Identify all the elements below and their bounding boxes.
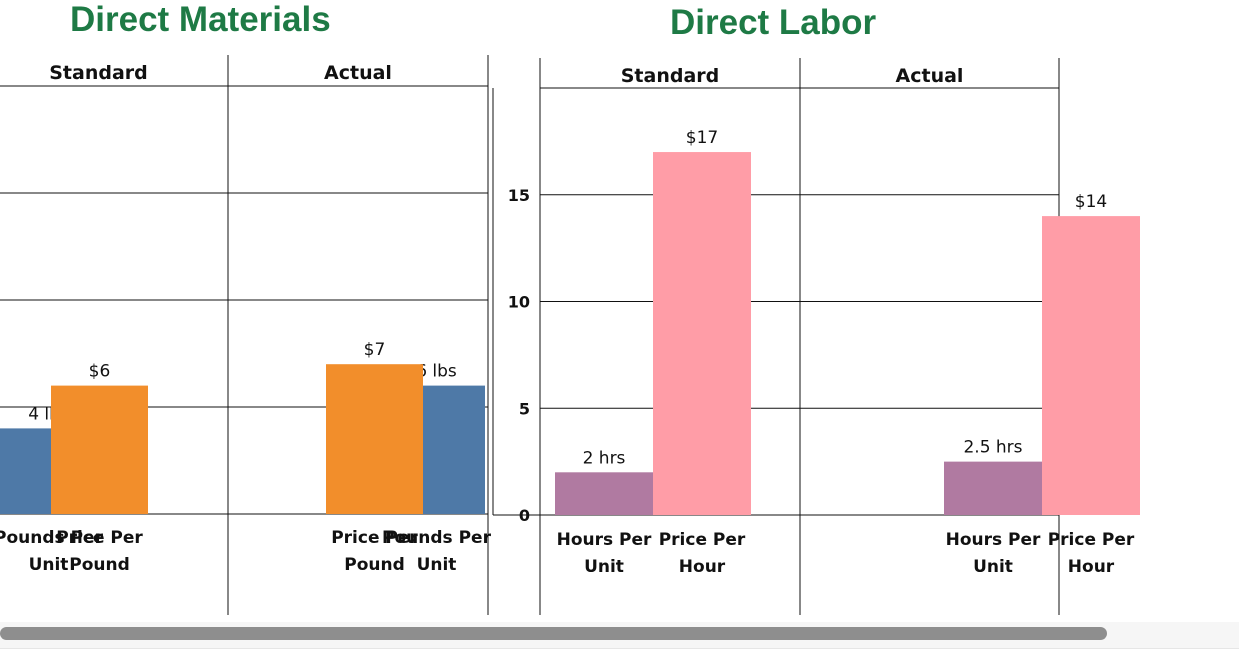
labor-category-label: Hours Per <box>946 530 1041 550</box>
labor-panel-header: Actual <box>896 65 964 87</box>
materials-bar <box>51 385 148 514</box>
direct-labor-title: Direct Labor <box>670 3 877 42</box>
labor-bar <box>555 472 653 515</box>
materials-bar <box>326 364 423 514</box>
labor-panel-header: Standard <box>621 65 720 87</box>
labor-y-tick-label: 15 <box>508 186 530 205</box>
materials-category-label: Pounds Per <box>0 528 104 548</box>
labor-bar <box>1042 216 1140 515</box>
labor-category-label: Price Per <box>1048 530 1135 550</box>
labor-category-label: Hours Per <box>557 530 652 550</box>
labor-category-label: Price Per <box>659 530 746 550</box>
materials-panel-header: Standard <box>49 62 148 84</box>
materials-data-label: 6 lbs <box>416 362 457 382</box>
divider <box>0 648 1239 649</box>
labor-y-tick-label: 10 <box>508 293 530 312</box>
materials-category-label: Pound <box>344 555 405 575</box>
materials-category-label: Pound <box>69 555 130 575</box>
labor-category-label: Hour <box>1068 557 1115 577</box>
labor-data-label: 2 hrs <box>583 448 626 468</box>
labor-category-label: Hour <box>679 557 726 577</box>
materials-data-label: $6 <box>89 362 111 382</box>
labor-bar <box>944 461 1042 515</box>
labor-bar <box>653 152 751 516</box>
materials-category-label: Unit <box>417 555 457 575</box>
labor-data-label: $14 <box>1075 192 1107 212</box>
materials-panel-header: Actual <box>324 62 392 84</box>
labor-category-label: Unit <box>584 557 624 577</box>
horizontal-scrollbar-thumb[interactable] <box>0 627 1107 640</box>
labor-category-label: Unit <box>973 557 1013 577</box>
materials-category-label: Price Per <box>56 528 143 548</box>
direct-materials-title: Direct Materials <box>70 0 331 39</box>
labor-data-label: $17 <box>686 128 718 148</box>
materials-category-label: Unit <box>29 555 69 575</box>
materials-category-label: Price Per <box>331 528 418 548</box>
materials-category-label: Pounds Per <box>382 528 492 548</box>
labor-y-tick-label: 5 <box>519 399 530 418</box>
labor-y-tick-label: 0 <box>519 506 530 525</box>
labor-data-label: 2.5 hrs <box>963 438 1022 458</box>
materials-data-label: $7 <box>364 340 386 360</box>
